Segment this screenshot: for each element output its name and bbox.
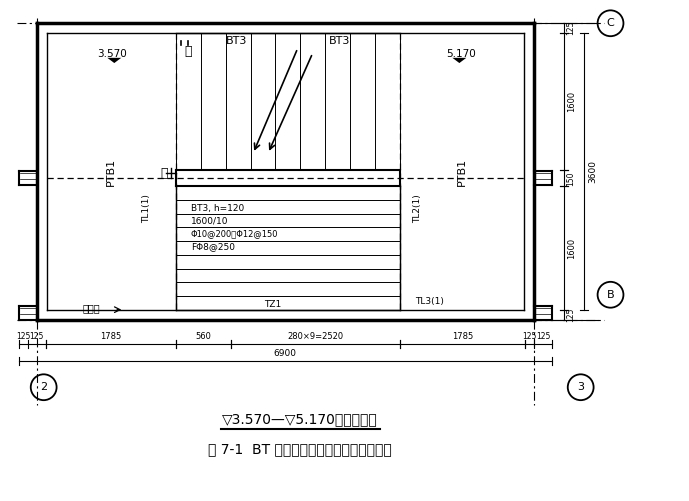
Text: 2: 2 bbox=[40, 382, 48, 392]
Text: 1600/10: 1600/10 bbox=[191, 216, 228, 225]
Text: 下: 下 bbox=[184, 45, 192, 58]
Text: 6900: 6900 bbox=[274, 349, 297, 358]
Text: TL1(1): TL1(1) bbox=[142, 194, 151, 222]
Text: 上: 上 bbox=[161, 167, 167, 180]
Text: 1785: 1785 bbox=[452, 332, 473, 341]
Text: 1600: 1600 bbox=[567, 237, 576, 259]
Text: 125: 125 bbox=[566, 308, 575, 322]
Text: 1785: 1785 bbox=[100, 332, 121, 341]
Text: C: C bbox=[606, 18, 615, 28]
Text: 280×9=2520: 280×9=2520 bbox=[287, 332, 343, 341]
Polygon shape bbox=[453, 58, 466, 63]
Text: BT3: BT3 bbox=[226, 36, 247, 46]
Text: TL2(1): TL2(1) bbox=[413, 194, 422, 222]
Text: 1600: 1600 bbox=[567, 91, 576, 112]
Text: 3600: 3600 bbox=[588, 160, 597, 183]
Text: B: B bbox=[607, 290, 615, 300]
Text: 125: 125 bbox=[30, 332, 44, 341]
Text: BT3: BT3 bbox=[329, 36, 350, 46]
Text: 楼层梁: 楼层梁 bbox=[83, 303, 100, 313]
Text: 125: 125 bbox=[16, 332, 30, 341]
Text: 150: 150 bbox=[566, 171, 575, 186]
Text: FΦ8@250: FΦ8@250 bbox=[191, 242, 235, 252]
Text: 125: 125 bbox=[522, 332, 537, 341]
Text: ▽3.570—▽5.170楼梯平面图: ▽3.570—▽5.170楼梯平面图 bbox=[223, 412, 378, 426]
Text: 3.570: 3.570 bbox=[97, 49, 127, 59]
Text: 125: 125 bbox=[536, 332, 550, 341]
Polygon shape bbox=[107, 58, 121, 63]
Text: 560: 560 bbox=[196, 332, 212, 341]
Text: 125: 125 bbox=[566, 21, 575, 36]
Text: PTB1: PTB1 bbox=[457, 157, 467, 185]
Text: Φ10@200、Φ12@150: Φ10@200、Φ12@150 bbox=[191, 229, 278, 238]
Text: TZ1: TZ1 bbox=[265, 300, 282, 309]
Text: BT3, h=120: BT3, h=120 bbox=[191, 204, 244, 213]
Text: 5.170: 5.170 bbox=[446, 49, 476, 59]
Text: 3: 3 bbox=[577, 382, 584, 392]
Text: 图 7-1  BT 型楼梯平法施工图平面注写示例: 图 7-1 BT 型楼梯平法施工图平面注写示例 bbox=[208, 442, 392, 456]
Text: TL3(1): TL3(1) bbox=[415, 297, 444, 306]
Text: PTB1: PTB1 bbox=[106, 157, 116, 185]
